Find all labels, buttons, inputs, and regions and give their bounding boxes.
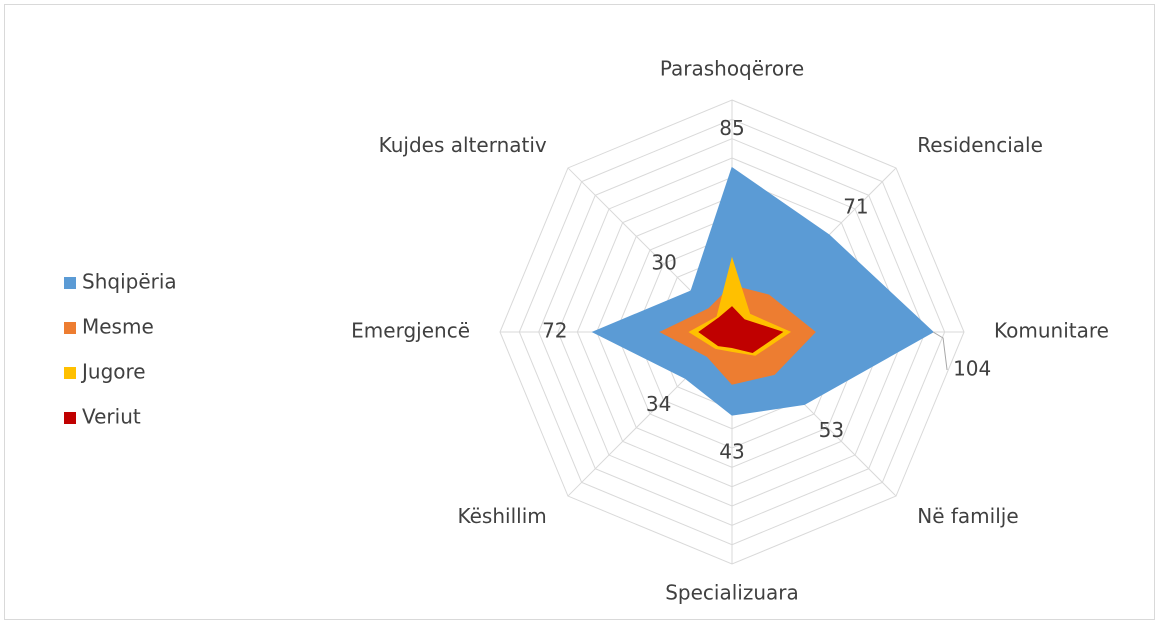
legend-swatch	[64, 277, 76, 289]
category-label: Në familje	[917, 504, 1018, 528]
data-label: 53	[819, 418, 844, 442]
legend-label: Jugore	[80, 360, 146, 384]
data-label: 34	[646, 392, 671, 416]
data-label: 30	[651, 251, 676, 275]
legend-swatch	[64, 412, 76, 424]
category-label: Specializuara	[665, 581, 799, 605]
radar-area	[591, 166, 934, 416]
data-label: 72	[542, 319, 567, 343]
category-label: Këshillim	[458, 504, 547, 528]
legend-label: Shqipëria	[82, 270, 177, 294]
category-label: Residenciale	[917, 133, 1043, 157]
radar-area	[698, 306, 784, 354]
category-label: Kujdes alternativ	[379, 133, 547, 157]
data-label: 71	[843, 195, 868, 219]
legend-swatch	[64, 322, 76, 334]
data-label: 104	[953, 357, 991, 381]
category-label: Emergjencë	[351, 319, 470, 343]
legend-swatch	[64, 367, 76, 379]
legend-label: Mesme	[82, 315, 154, 339]
chart-frame	[4, 4, 1155, 620]
data-label: 43	[719, 440, 744, 464]
category-label: Parashoqërore	[660, 57, 804, 81]
data-label: 85	[719, 116, 744, 140]
legend-label: Veriut	[82, 405, 141, 429]
leader-line	[932, 331, 948, 371]
category-label: Komunitare	[994, 319, 1109, 343]
